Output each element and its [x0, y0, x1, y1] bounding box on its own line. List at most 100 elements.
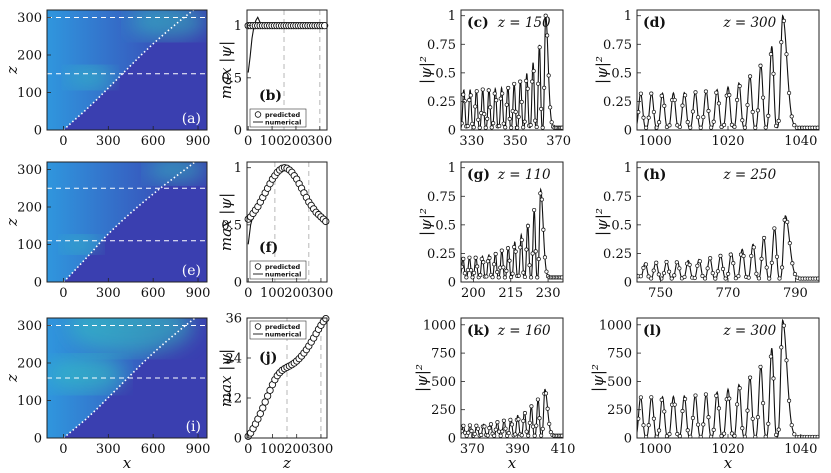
- data-point: [753, 125, 758, 130]
- data-point: [465, 123, 470, 129]
- panel-label: (a): [182, 111, 201, 127]
- data-point: [461, 429, 464, 434]
- data-point: [741, 253, 746, 259]
- data-point: [544, 269, 549, 274]
- data-point: [646, 423, 651, 428]
- data-point: [524, 247, 529, 252]
- data-point: [535, 275, 540, 280]
- data-point: [727, 93, 732, 98]
- y-tick-label: 500: [607, 375, 632, 390]
- x-tick-label: 300: [309, 442, 334, 457]
- data-point: [702, 276, 708, 281]
- y-tick-label: 750: [431, 347, 456, 362]
- x-tick-label: 200: [284, 134, 309, 149]
- data-point: [501, 418, 506, 423]
- data-point: [746, 275, 751, 280]
- y-tick-label: 12: [225, 392, 242, 407]
- data-point: [764, 265, 769, 270]
- data-point: [755, 108, 760, 113]
- x-tick-label: 200: [461, 286, 486, 301]
- data-point: [736, 274, 741, 279]
- data-point: [781, 323, 786, 328]
- x-tick-label: 0: [59, 442, 67, 457]
- data-point: [509, 422, 515, 427]
- data-point: [533, 118, 538, 123]
- data-point: [675, 432, 680, 437]
- data-point: [474, 89, 479, 94]
- data-point: [709, 434, 714, 438]
- panel-label: (k): [467, 323, 490, 339]
- data-point: [637, 110, 641, 115]
- data-point: [462, 271, 467, 276]
- data-point: [722, 122, 727, 128]
- data-point: [518, 245, 523, 250]
- data-point: [261, 398, 269, 406]
- x-tick-label: 0: [59, 134, 67, 149]
- data-point: [534, 423, 539, 428]
- y-tick-label: 0: [448, 124, 456, 139]
- data-point: [711, 119, 716, 124]
- data-point: [486, 88, 491, 93]
- heatmap-field: [47, 10, 207, 130]
- y-tick-label: 0.5: [435, 66, 456, 81]
- y-tick-label: 0.75: [603, 190, 632, 205]
- panel-label: (l): [643, 323, 662, 339]
- data-point: [541, 227, 546, 232]
- data-point: [498, 96, 503, 101]
- y-tick-label: 0: [448, 432, 456, 447]
- data-point: [737, 386, 742, 391]
- panel-h: (h) z = 250 750 770 790 0 0.25 0.5 0.75 1 |ψ|²: [593, 161, 820, 301]
- x-tick-label: 0: [244, 134, 252, 149]
- data-point: [782, 217, 787, 223]
- data-point: [519, 237, 524, 243]
- data-point: [656, 272, 661, 277]
- y-tick-label: 200: [17, 49, 42, 64]
- panel-g: (g) z = 110 200 215 230 0 0.25 0.5 0.75 1 |ψ|²: [417, 161, 564, 301]
- x-tick-label: 410: [551, 442, 576, 457]
- data-point: [677, 434, 682, 438]
- y-axis-label: |ψ|²: [593, 208, 611, 236]
- panel-label: (d): [643, 15, 666, 31]
- data-point: [542, 255, 547, 260]
- data-point: [693, 90, 698, 95]
- y-tick-label: 1: [448, 161, 456, 176]
- data-point: [776, 118, 781, 123]
- y-tick-label: 1: [624, 161, 632, 176]
- x-tick-label: 350: [503, 134, 528, 149]
- data-point: [466, 430, 471, 435]
- data-point: [509, 125, 514, 130]
- x-tick-label: 1000: [639, 442, 672, 457]
- data-point: [720, 266, 726, 272]
- x-tick-label: 200: [284, 286, 309, 301]
- data-point: [682, 274, 687, 280]
- data-point: [488, 105, 493, 110]
- heatmap-region: [47, 10, 194, 130]
- x-tick-label: 330: [459, 134, 484, 149]
- x-tick-label: 300: [96, 442, 121, 457]
- data-point: [787, 241, 792, 246]
- axes-frame: [46, 317, 208, 439]
- panel-label: (c): [467, 15, 489, 31]
- data-point: [769, 260, 774, 265]
- data-point: [494, 98, 499, 103]
- data-point: [709, 125, 714, 130]
- data-point: [732, 124, 737, 129]
- y-axis-label: max |ψ|: [217, 193, 235, 251]
- data-point: [536, 257, 541, 262]
- data-point: [790, 261, 795, 266]
- data-point: [672, 273, 677, 278]
- data-point: [534, 124, 539, 130]
- data-point: [503, 426, 508, 431]
- y-tick-label: 0.5: [221, 71, 242, 86]
- data-point: [483, 125, 488, 130]
- data-point: [540, 125, 545, 130]
- panel-c: (c) z = 150 330 350 370 0 0.25 0.5 0.75 1 |ψ|²: [417, 9, 571, 149]
- data-point: [662, 103, 667, 108]
- legend-marker-icon: [254, 323, 262, 330]
- data-point: [522, 411, 528, 416]
- data-point: [504, 102, 509, 107]
- data-point: [766, 113, 771, 118]
- data-point: [753, 434, 758, 438]
- data-point: [530, 79, 535, 84]
- x-tick-label: 390: [505, 442, 530, 457]
